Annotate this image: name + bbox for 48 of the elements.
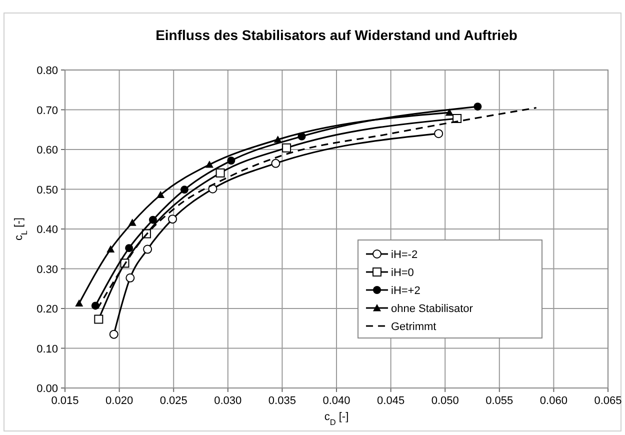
y-tick-label: 0.80 xyxy=(36,65,58,77)
x-tick-label: 0.050 xyxy=(431,395,459,407)
point xyxy=(75,299,84,307)
x-tick-label: 0.045 xyxy=(377,395,405,407)
legend-label: ohne Stabilisator xyxy=(391,303,474,315)
y-tick-label: 0.70 xyxy=(36,104,58,117)
legend-label: iH=-2 xyxy=(391,249,418,261)
x-tick-label: 0.020 xyxy=(106,395,134,407)
point xyxy=(156,190,165,198)
y-tick-label: 0.00 xyxy=(36,383,58,395)
y-tick-label: 0.10 xyxy=(36,343,58,356)
x-tick-label: 0.015 xyxy=(51,395,79,407)
point xyxy=(125,244,134,252)
x-tick-label: 0.060 xyxy=(540,395,568,407)
point xyxy=(128,218,136,226)
y-tick-label: 0.20 xyxy=(36,304,58,316)
y-tick-label: 0.40 xyxy=(36,224,58,236)
point xyxy=(445,108,454,116)
point xyxy=(434,129,444,138)
point xyxy=(180,186,188,194)
point xyxy=(271,158,280,168)
y-tick-label: 0.60 xyxy=(36,144,58,156)
point xyxy=(282,143,292,152)
x-tick-label: 0.030 xyxy=(214,395,242,407)
legend-label: Getrimmt xyxy=(391,321,436,333)
point xyxy=(94,314,104,324)
point xyxy=(109,330,118,339)
point xyxy=(168,214,178,224)
point xyxy=(106,245,115,252)
point xyxy=(205,160,214,168)
x-tick-label: 0.065 xyxy=(594,395,622,407)
y-tick-label: 0.30 xyxy=(36,264,58,276)
legend-label: iH=0 xyxy=(391,267,414,279)
point xyxy=(148,216,157,224)
y-tick-label: 0.50 xyxy=(36,184,58,196)
chart-title: Einfluss des Stabilisators auf Widerstand und Auftrieb xyxy=(156,27,518,43)
point xyxy=(227,156,236,165)
point xyxy=(143,244,152,254)
x-tick-label: 0.055 xyxy=(486,395,514,407)
x-tick-label: 0.025 xyxy=(160,395,188,407)
point xyxy=(126,273,135,282)
point xyxy=(216,168,225,178)
point xyxy=(474,102,482,111)
x-tick-label: 0.035 xyxy=(268,395,296,407)
x-axis-title: c$_{D}$ [-] xyxy=(324,411,349,426)
x-tick-label: 0.040 xyxy=(322,395,350,407)
point xyxy=(274,136,282,143)
legend-label: iH=+2 xyxy=(391,285,420,297)
